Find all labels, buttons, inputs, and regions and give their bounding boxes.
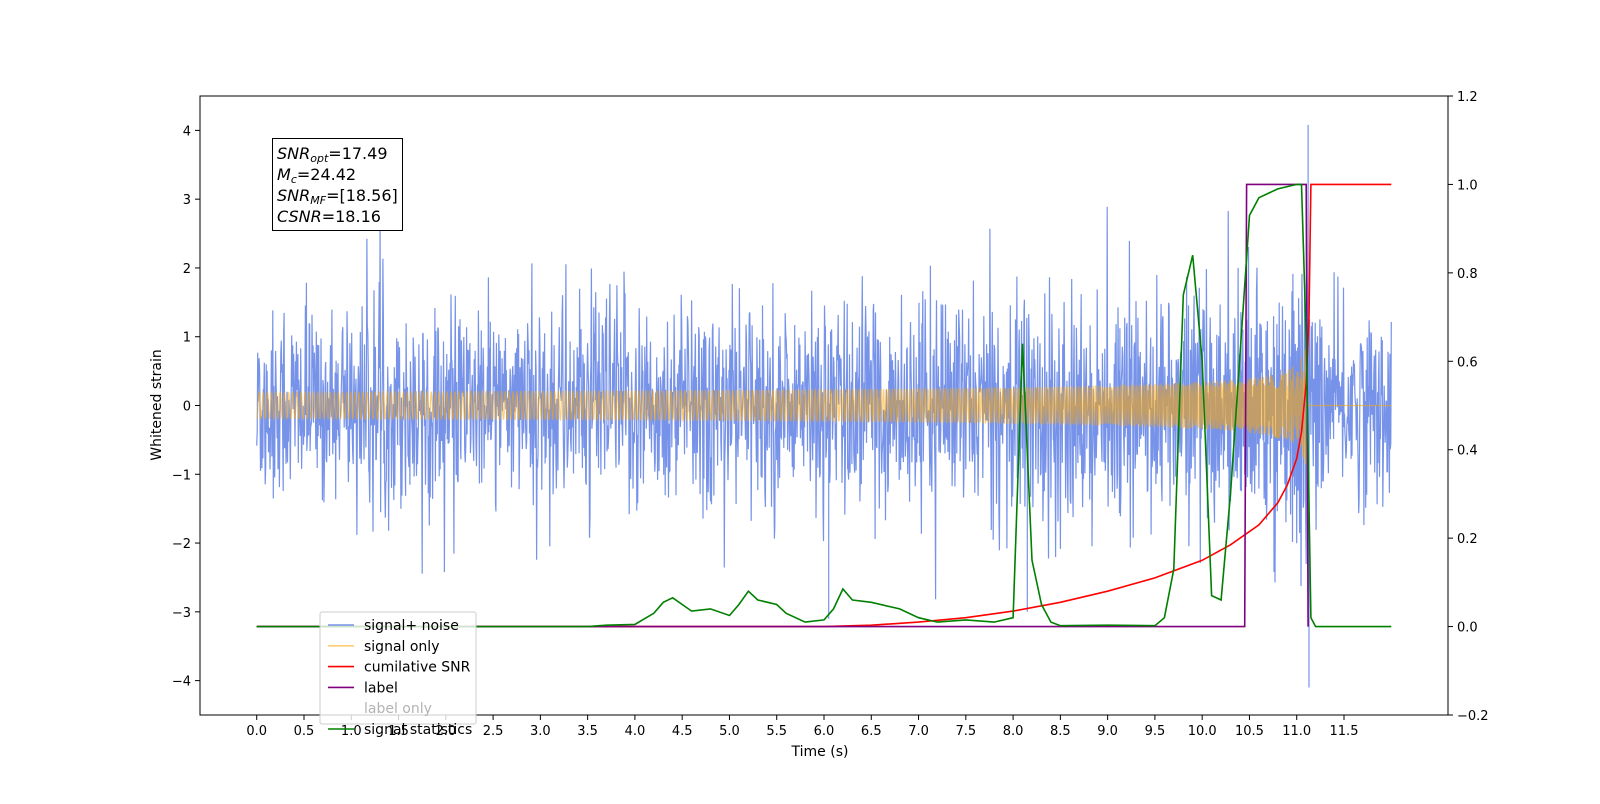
y-tick-label: −4 bbox=[172, 675, 191, 690]
y-tick-label: −3 bbox=[172, 606, 191, 621]
x-tick-label: 8.5 bbox=[1050, 724, 1071, 739]
x-tick-label: 6.0 bbox=[814, 724, 835, 739]
snr-annotation-box: SNRopt=17.49 Mc=24.42 SNRMF=[18.56] CSNR… bbox=[272, 138, 403, 231]
x-tick-label: 5.0 bbox=[719, 724, 740, 739]
legend-entry-label: label bbox=[364, 680, 398, 696]
y2-tick-label: 0.2 bbox=[1457, 532, 1478, 547]
x-tick-label: 11.5 bbox=[1330, 724, 1359, 739]
x-tick-label: 11.0 bbox=[1282, 724, 1311, 739]
y2-tick-label: 1.2 bbox=[1457, 90, 1478, 105]
series-label bbox=[256, 183, 1309, 628]
x-tick-label: 4.5 bbox=[672, 724, 693, 739]
y2-tick-label: 0.6 bbox=[1457, 355, 1478, 370]
series-signal-statistics bbox=[256, 183, 1392, 628]
x-tick-label: 9.0 bbox=[1097, 724, 1118, 739]
x-tick-label: 1.5 bbox=[388, 724, 409, 739]
y2-tick-label: 0.8 bbox=[1457, 267, 1478, 282]
legend-frame bbox=[319, 611, 477, 725]
series-layer bbox=[256, 124, 1392, 688]
y-tick-label: 2 bbox=[183, 262, 191, 277]
x-tick-label: 4.0 bbox=[625, 724, 646, 739]
y-tick-label: −1 bbox=[172, 468, 191, 483]
legend-entry-label: signal+ noise bbox=[364, 618, 459, 634]
x-tick-label: 6.5 bbox=[861, 724, 882, 739]
snr-mf-annotation: SNRMF=[18.56] bbox=[277, 186, 398, 207]
x-axis-label: Time (s) bbox=[791, 744, 849, 760]
x-tick-label: 7.5 bbox=[955, 724, 976, 739]
y2-tick-label: 0.4 bbox=[1457, 444, 1478, 459]
x-tick-label: 9.5 bbox=[1145, 724, 1166, 739]
x-tick-label: 2.0 bbox=[435, 724, 456, 739]
x-tick-label: 10.0 bbox=[1188, 724, 1217, 739]
legend-entry-label: signal only bbox=[364, 639, 439, 655]
y-axis-label: Whitened strain bbox=[149, 349, 165, 460]
y2-tick-label: 0.0 bbox=[1457, 621, 1478, 636]
y-tick-label: −2 bbox=[172, 537, 191, 552]
x-tick-label: 8.0 bbox=[1003, 724, 1024, 739]
y-axis-right: 1.2 1.0 0.8 0.6 0.4 0.2 0.0 −0.2 bbox=[1448, 90, 1489, 724]
y-tick-label: 3 bbox=[183, 193, 191, 208]
y-tick-label: 1 bbox=[183, 331, 191, 346]
x-tick-label: 3.0 bbox=[530, 724, 551, 739]
x-tick-label: 3.5 bbox=[577, 724, 598, 739]
legend-entry-label: label only bbox=[364, 701, 432, 717]
series-signal-only bbox=[256, 349, 1392, 465]
y-tick-label: 4 bbox=[183, 124, 191, 139]
y-tick-label: 0 bbox=[183, 400, 191, 415]
snr-opt-annotation: SNRopt=17.49 bbox=[277, 144, 388, 165]
x-tick-label: 7.0 bbox=[908, 724, 929, 739]
y2-tick-label: −0.2 bbox=[1457, 709, 1489, 724]
chirp-mass-annotation: Mc=24.42 bbox=[277, 165, 357, 186]
x-tick-label: 0.5 bbox=[294, 724, 315, 739]
csnr-annotation: CSNR=18.16 bbox=[277, 207, 381, 226]
x-tick-label: 5.5 bbox=[766, 724, 787, 739]
y-axis-left: 4 3 2 1 0 −1 −2 −3 −4 bbox=[172, 124, 200, 690]
x-tick-label: 0.0 bbox=[246, 724, 267, 739]
x-tick-label: 2.5 bbox=[483, 724, 504, 739]
y2-tick-label: 1.0 bbox=[1457, 178, 1478, 193]
legend-entry-label: cumilative SNR bbox=[364, 660, 471, 676]
x-tick-label: 1.0 bbox=[341, 724, 362, 739]
legend-entry-label: signal statistics bbox=[364, 722, 472, 738]
legend: signal+ noise signal only cumilative SNR la… bbox=[319, 611, 477, 738]
x-tick-label: 10.5 bbox=[1235, 724, 1264, 739]
x-axis: 0.0 0.5 1.0 1.5 2.0 2.5 3.0 3.5 4.0 4.5 5.0 5.5 6.0 6… bbox=[246, 715, 1358, 739]
